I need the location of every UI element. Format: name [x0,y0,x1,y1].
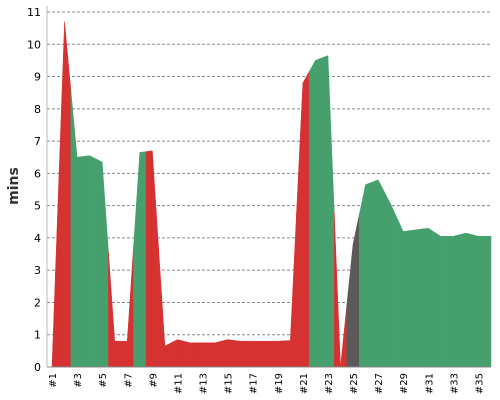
area-segment [183,340,197,368]
area-segment [271,340,285,368]
area-segment [308,57,322,368]
x-tick-label: #35 [474,373,485,394]
y-tick-label: 8 [34,103,41,116]
y-axis-label: mins [6,167,22,205]
x-tick-label: #29 [399,373,410,394]
area-segment [195,342,210,368]
area-segment [371,179,385,368]
area-segment [459,232,473,368]
y-tick-label: 3 [34,264,41,277]
area-segment [346,214,360,368]
area-segment [396,217,410,368]
area-segment [484,236,492,368]
y-tick-label: 6 [34,167,41,180]
area-segment [208,340,222,368]
area-segment [283,211,297,368]
area-segment [108,251,122,368]
x-tick-label: #25 [349,373,360,394]
x-tick-label: #21 [299,373,310,394]
y-tick-label: 0 [34,361,41,374]
x-tick-label: #3 [73,373,84,388]
x-tick-label: #11 [173,373,184,394]
area-segment [446,234,460,368]
area-segment [158,248,172,368]
area-segment [70,89,84,368]
area-segment [359,181,373,368]
area-segment [471,234,485,368]
area-segment [170,339,184,368]
area-segment [409,228,423,368]
y-tick-label: 1 [34,329,41,342]
area-segment [58,21,72,368]
y-tick-label: 4 [34,232,41,245]
y-tick-label: 2 [34,296,41,309]
x-tick-label: #5 [98,373,109,388]
x-tick-label: #19 [274,373,285,394]
y-tick-label: 5 [34,200,41,213]
x-tick-label: #23 [324,373,335,394]
y-tick-label: 9 [34,71,41,84]
area-segment [421,227,435,368]
area-segment [384,191,398,368]
x-tick-label: #13 [199,373,210,394]
area-segment [333,211,348,368]
area-segment [133,151,147,368]
y-tick-label: 7 [34,135,41,148]
area-segment [120,246,134,368]
x-tick-label: #31 [424,373,435,394]
x-tick-label: #9 [148,373,159,388]
area-segment [83,155,97,368]
area-segment [434,231,448,368]
area-segment [233,340,247,368]
area-segment [246,340,260,368]
y-tick-label: 11 [27,6,41,19]
x-tick-label: #17 [249,373,260,394]
x-tick-label: #27 [374,373,385,394]
y-tick-label: 10 [27,38,41,51]
area-segment [296,70,310,368]
x-tick-label: #15 [224,373,235,394]
area-segment [145,150,159,368]
area-segment [321,55,335,368]
x-tick-label: #1 [48,373,59,388]
area-segment [221,339,235,368]
x-tick-label: #7 [123,373,134,388]
x-tick-label: #33 [449,373,460,394]
area-segment [95,158,109,368]
area-segment [258,340,272,368]
area-segment [51,194,59,368]
